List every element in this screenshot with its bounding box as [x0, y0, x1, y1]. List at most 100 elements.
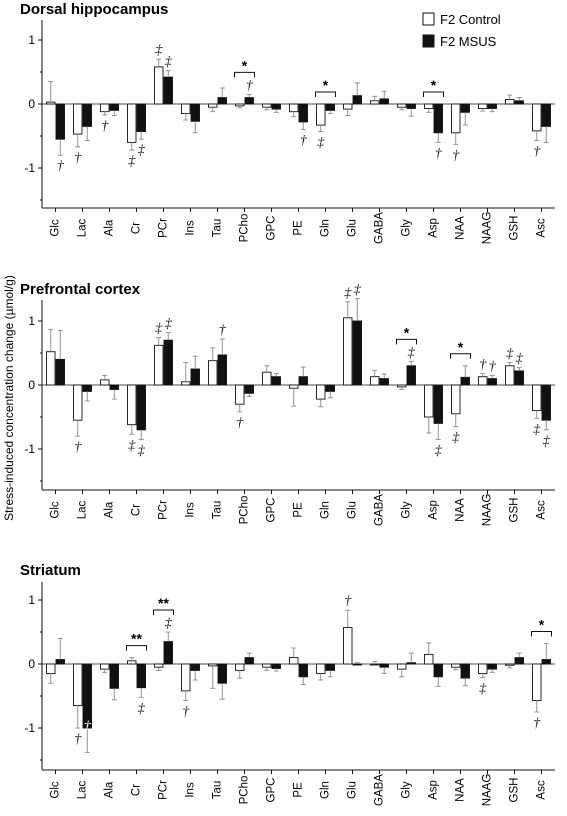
- significance-symbol: †: [452, 148, 460, 163]
- bar-control-PCr: [154, 663, 164, 668]
- bar-msus-NAAG: [487, 103, 497, 109]
- bar-msus-Gln: [325, 103, 335, 111]
- y-tick-label: 0: [28, 97, 35, 111]
- bar-control-Glc: [46, 663, 56, 675]
- legend-label-msus: F2 MSUS: [440, 34, 497, 49]
- bar-control-Asc: [532, 663, 542, 701]
- significance-bracket: [126, 645, 147, 651]
- y-tick-label: 0: [28, 657, 35, 671]
- bar-control-Asp: [424, 653, 434, 665]
- bar-control-Asc: [532, 103, 542, 132]
- x-tick-label: PCr: [158, 218, 170, 238]
- bar-msus-Cr: [136, 663, 146, 689]
- bar-control-GPC: [262, 371, 272, 386]
- bar-msus-Ala: [109, 663, 119, 689]
- bar-control-GPC: [262, 663, 272, 668]
- significance-symbol: †: [182, 704, 190, 719]
- x-tick-label: PE: [293, 502, 305, 518]
- bar-msus-Ins: [190, 368, 200, 386]
- bar-control-Asc: [532, 384, 542, 412]
- significance-symbol: †: [533, 144, 541, 159]
- significance-symbol: ‡: [138, 443, 146, 458]
- x-tick-label: Gln: [320, 219, 332, 237]
- x-tick-label: Asp: [428, 218, 440, 238]
- bar-control-NAAG: [478, 376, 488, 386]
- x-tick-label: Gly: [401, 781, 413, 799]
- bar-msus-Ala: [109, 103, 119, 111]
- x-tick-label: Lac: [77, 500, 89, 519]
- x-tick-label: Glc: [50, 781, 62, 799]
- bar-control-Ala: [100, 379, 110, 386]
- panel-0: Dorsal hippocampus 1 0 -1 Glc Lac Ala Cr PCr Ins T…: [20, 1, 555, 244]
- bar-msus-GSH: [514, 657, 524, 665]
- bar-control-GABA: [370, 100, 380, 105]
- panel-1: Prefrontal cortex 1 0 -1 Glc Lac Ala Cr PCr Ins Ta…: [20, 281, 555, 526]
- significance-symbol: ‡: [155, 43, 163, 58]
- bar-msus-Gly: [406, 662, 416, 665]
- bar-control-NAA: [451, 103, 461, 134]
- significance-bracket: [450, 353, 471, 359]
- bar-msus-Gln: [325, 384, 335, 392]
- bar-msus-Asc: [541, 103, 551, 127]
- bar-msus-PE: [298, 663, 308, 678]
- bar-control-PE: [289, 384, 299, 389]
- significance-symbol: †: [479, 357, 487, 372]
- significance-bracket: [396, 338, 417, 345]
- x-tick-label: Ins: [185, 782, 197, 798]
- bar-msus-Asc: [541, 659, 551, 665]
- x-tick-label: Tau: [212, 781, 224, 800]
- significance-star: *: [431, 77, 437, 93]
- panel-2: Striatum 1 0 -1 Glc Lac Ala Cr PCr Ins Tau PCho GPC P…: [20, 562, 555, 806]
- x-tick-label: PCho: [239, 496, 251, 525]
- bar-msus-Glc: [55, 659, 65, 665]
- x-tick-label: PCr: [158, 500, 170, 520]
- significance-symbol: †: [57, 159, 65, 174]
- panel-title: Dorsal hippocampus: [20, 1, 168, 18]
- bar-control-Ins: [181, 663, 191, 692]
- significance-symbol: †: [344, 594, 352, 609]
- significance-symbol: †: [236, 416, 244, 431]
- x-tick-label: Tau: [212, 501, 224, 520]
- significance-symbol: ‡: [533, 422, 541, 437]
- bar-control-Glc: [46, 101, 56, 105]
- bar-msus-Gly: [406, 103, 416, 109]
- bar-msus-PE: [298, 103, 308, 123]
- y-tick-label: -1: [24, 442, 35, 456]
- y-tick-label: -1: [24, 161, 35, 175]
- bar-control-Asp: [424, 103, 434, 109]
- x-tick-label: Glc: [50, 501, 62, 519]
- x-tick-label: Cr: [131, 222, 143, 234]
- x-tick-label: Glc: [50, 219, 62, 237]
- bar-msus-Lac: [82, 103, 92, 127]
- significance-symbol: ‡: [506, 347, 514, 362]
- bar-msus-Cr: [136, 384, 146, 431]
- x-tick-label: GABA: [374, 494, 386, 526]
- x-tick-label: Asc: [536, 780, 548, 799]
- bar-control-PE: [289, 657, 299, 665]
- bar-msus-Ins: [190, 103, 200, 122]
- bar-control-GPC: [262, 103, 272, 108]
- significance-symbol: ‡: [138, 143, 146, 158]
- significance-symbol: ‡: [128, 154, 136, 169]
- bar-msus-NAAG: [487, 663, 497, 670]
- bar-msus-Ins: [190, 663, 200, 671]
- significance-symbol: ‡: [155, 322, 163, 337]
- bar-msus-Glc: [55, 103, 65, 140]
- x-tick-label: NAA: [455, 498, 467, 522]
- bar-control-Gly: [397, 384, 407, 388]
- panel-title: Prefrontal cortex: [20, 281, 141, 298]
- significance-symbol: ‡: [435, 443, 443, 458]
- bar-msus-GSH: [514, 100, 524, 105]
- x-tick-label: Asc: [536, 218, 548, 237]
- bar-msus-Tau: [217, 354, 227, 386]
- bar-msus-GPC: [271, 103, 281, 110]
- bar-msus-NAA: [460, 103, 470, 113]
- significance-star: *: [404, 324, 410, 340]
- bar-control-PE: [289, 103, 299, 113]
- x-tick-label: Glu: [347, 781, 359, 799]
- bar-control-PCho: [235, 384, 245, 405]
- bar-control-Cr: [127, 660, 137, 665]
- significance-symbol: †: [533, 716, 541, 731]
- x-tick-label: GPC: [266, 216, 278, 241]
- panel-title: Striatum: [20, 562, 81, 579]
